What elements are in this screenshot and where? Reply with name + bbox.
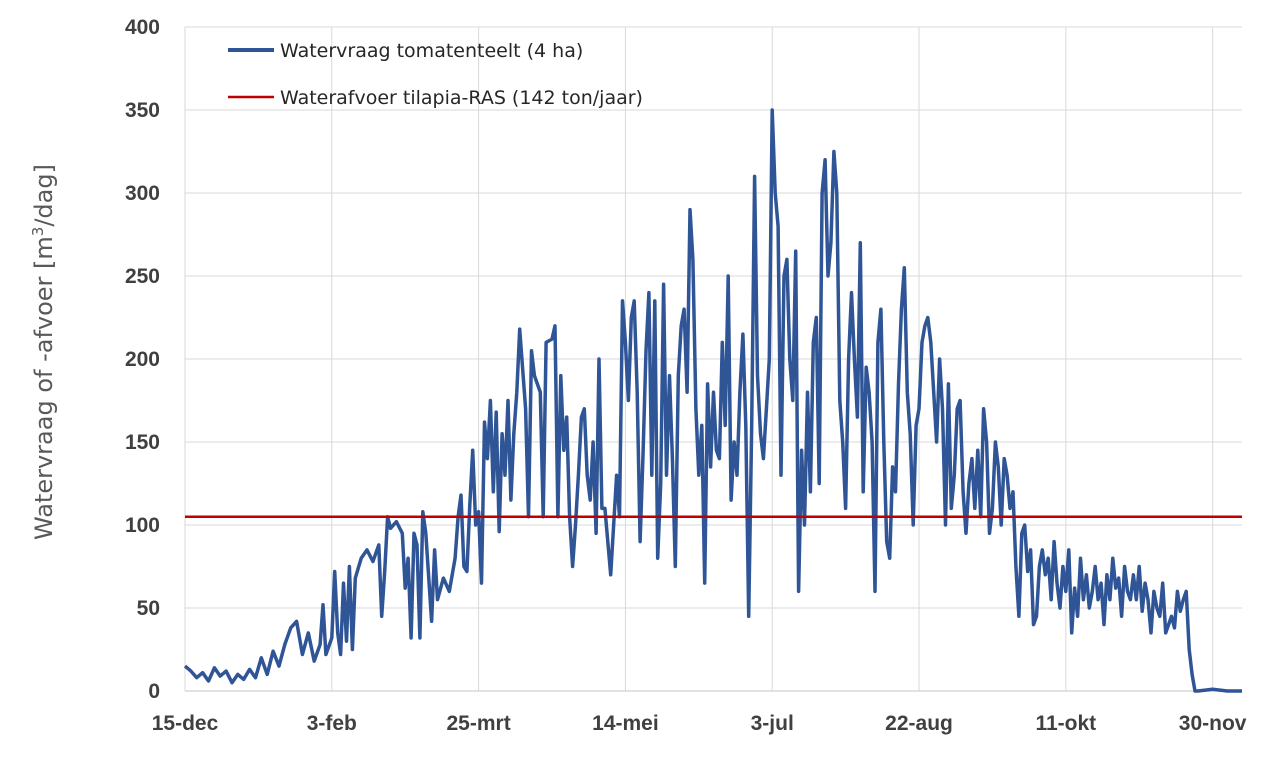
y-tick-label: 350 — [125, 99, 160, 122]
y-tick-label: 50 — [137, 597, 160, 620]
y-tick-label: 400 — [125, 16, 160, 39]
gridlines — [184, 26, 1242, 691]
y-axis-ticks: 0 50 100 150 200 250 300 350 400 — [125, 16, 160, 703]
x-tick-label: 3-jul — [751, 712, 794, 735]
y-tick-label: 100 — [125, 514, 160, 537]
x-axis-ticks: 15-dec 3-feb 25-mrt 14-mei 3-jul 22-aug 11-okt… — [152, 712, 1247, 735]
legend-label-waterafvoer: Waterafvoer tilapia-RAS (142 ton/jaar) — [280, 87, 643, 109]
y-tick-label: 300 — [125, 182, 160, 205]
x-tick-label: 15-dec — [152, 712, 219, 735]
y-tick-label: 150 — [125, 431, 160, 454]
y-tick-label: 250 — [125, 265, 160, 288]
y-axis-label: Watervraag of -afvoer [m3/dag] — [29, 164, 58, 540]
y-tick-label: 0 — [148, 680, 160, 703]
y-axis-label-main: Watervraag of -afvoer [m — [30, 236, 58, 540]
x-tick-label: 14-mei — [592, 712, 659, 735]
y-tick-label: 200 — [125, 348, 160, 371]
legend-label-watervraag: Watervraag tomatenteelt (4 ha) — [280, 40, 583, 62]
x-tick-label: 11-okt — [1035, 712, 1096, 735]
y-axis-label-sup: 3 — [29, 227, 47, 237]
x-tick-label: 30-nov — [1179, 712, 1247, 735]
legend: Watervraag tomatenteelt (4 ha) Waterafvo… — [228, 40, 643, 109]
series-line-watervraag — [183, 108, 1242, 693]
x-tick-label: 25-mrt — [447, 712, 511, 735]
x-tick-label: 3-feb — [307, 712, 357, 735]
y-axis-label-end: /dag] — [30, 164, 58, 227]
x-tick-label: 22-aug — [885, 712, 953, 735]
